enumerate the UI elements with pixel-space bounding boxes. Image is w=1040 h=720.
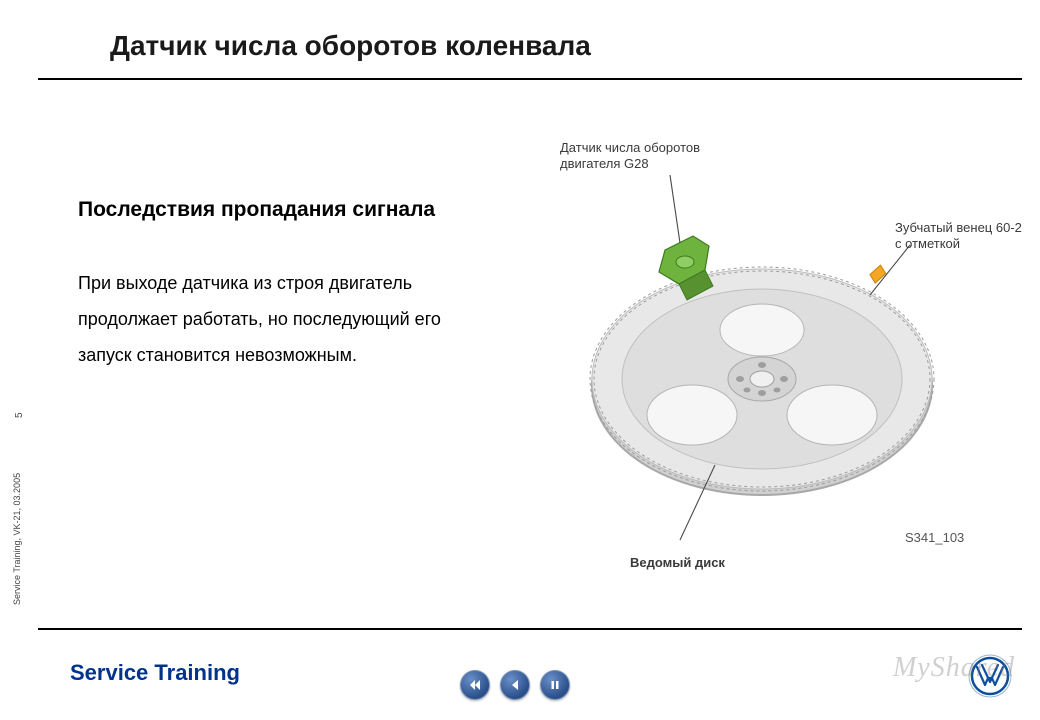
callout-sensor: Датчик числа оборотовдвигателя G28 [560, 140, 700, 172]
image-id: S341_103 [905, 530, 964, 545]
side-note: Service Training, VK-21, 03.2005 [12, 473, 22, 605]
prev-button[interactable] [500, 670, 530, 700]
pause-icon [549, 679, 561, 691]
page-number: 5 [14, 412, 25, 418]
flywheel-diagram [540, 135, 985, 580]
footer-brand: Service Training [70, 660, 240, 686]
vw-logo-icon [968, 654, 1012, 698]
footer-divider [38, 628, 1022, 630]
nav-controls [460, 670, 570, 700]
rewind-icon [468, 678, 482, 692]
callout-disc: Ведомый диск [630, 555, 725, 571]
body-text: При выходе датчика из строя двигатель пр… [78, 265, 478, 373]
header-divider [38, 78, 1022, 80]
callout-ring: Зубчатый венец 60-2с отметкой [895, 220, 1025, 252]
section-title: Последствия пропадания сигнала [78, 198, 435, 222]
rewind-button[interactable] [460, 670, 490, 700]
pause-button[interactable] [540, 670, 570, 700]
slide: Датчик числа оборотов коленвала Последст… [0, 0, 1040, 720]
page-title: Датчик числа оборотов коленвала [110, 30, 591, 62]
prev-icon [509, 679, 521, 691]
